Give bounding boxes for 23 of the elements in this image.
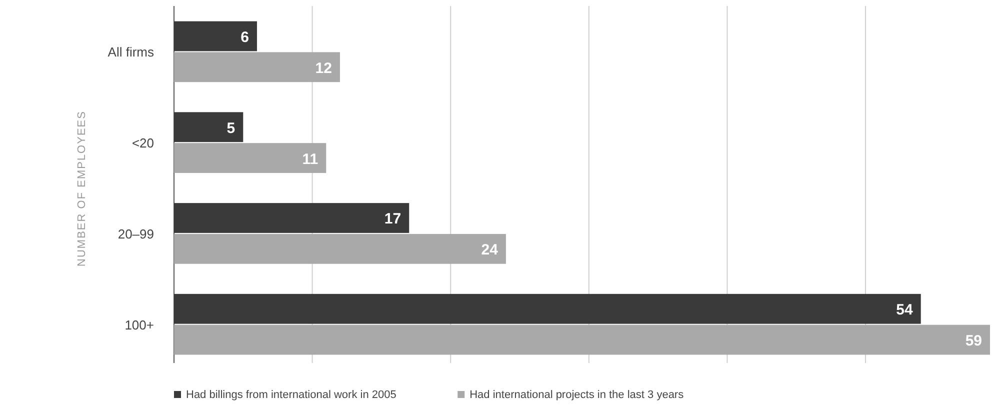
bar <box>174 294 921 324</box>
y-tick-label: <20 <box>132 136 154 151</box>
bar <box>174 112 244 142</box>
y-tick-label: All firms <box>108 44 154 60</box>
y-tick-label: 100+ <box>124 317 154 332</box>
data-label: 11 <box>302 150 318 168</box>
data-label: 54 <box>896 302 914 319</box>
bar <box>174 143 326 173</box>
legend-label: Had international projects in the last 3 years <box>470 389 684 401</box>
data-label: 17 <box>384 210 402 228</box>
data-label: 59 <box>965 332 982 350</box>
bar <box>174 21 257 52</box>
bar <box>174 324 990 355</box>
legend-label: Had billings from international work in 2005 <box>186 389 396 401</box>
data-label: 24 <box>481 242 499 259</box>
y-tick-label: 20–99 <box>118 226 154 242</box>
data-label: 12 <box>315 60 332 77</box>
y-axis-title: NUMBER OF EMPLOYEES <box>76 110 88 266</box>
bar <box>174 203 410 233</box>
bar <box>174 234 506 264</box>
data-label: 6 <box>240 28 249 46</box>
data-label: 5 <box>226 120 236 137</box>
bar <box>174 52 340 82</box>
